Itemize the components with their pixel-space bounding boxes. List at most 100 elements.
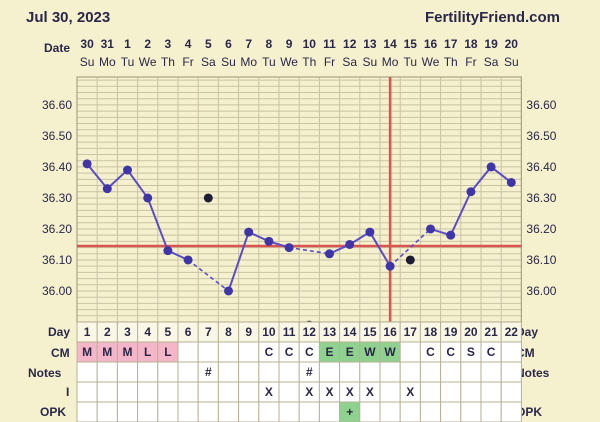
temperature-point[interactable] bbox=[385, 261, 395, 271]
temperature-gap-line bbox=[187, 259, 229, 292]
cycle-day-cell: 12 bbox=[303, 325, 317, 339]
temperature-point[interactable] bbox=[102, 184, 112, 194]
temperature-point[interactable] bbox=[486, 162, 496, 172]
weekday-label: Mo bbox=[240, 55, 257, 69]
cycle-day-cell: 9 bbox=[245, 325, 252, 339]
y-tick-label-right: 36.40 bbox=[526, 160, 556, 174]
excluded-temperature-point[interactable] bbox=[405, 255, 415, 265]
cm-cell: C bbox=[487, 345, 496, 359]
date-label: 1 bbox=[124, 37, 131, 51]
cycle-day-cell: 17 bbox=[404, 325, 418, 339]
date-label: 14 bbox=[383, 37, 397, 51]
cycle-day-cell: 1 bbox=[84, 325, 91, 339]
date-label: 3 bbox=[165, 37, 172, 51]
date-label: 31 bbox=[101, 37, 115, 51]
intercourse-cell: X bbox=[325, 385, 333, 399]
cycle-day-cell: 2 bbox=[104, 325, 111, 339]
cycle-table: Day Day CM CM Notes Notes I I OPK OPK 12… bbox=[28, 321, 550, 422]
intercourse-cell: X bbox=[366, 385, 374, 399]
temperature-line bbox=[227, 230, 290, 292]
temperature-point[interactable] bbox=[345, 239, 355, 249]
date-label: 7 bbox=[245, 37, 252, 51]
cycle-day-cell: 18 bbox=[424, 325, 438, 339]
cm-cell: M bbox=[102, 345, 112, 359]
date-label: 5 bbox=[205, 37, 212, 51]
temperature-line bbox=[329, 230, 391, 267]
cm-cell: M bbox=[82, 345, 92, 359]
temperature-axis: 36.60 36.60 36.50 36.50 36.40 36.40 36.30 36.30… bbox=[42, 98, 557, 298]
notes-cell: # bbox=[306, 365, 313, 379]
temperature-point[interactable] bbox=[163, 246, 173, 256]
temperature-point[interactable] bbox=[426, 224, 435, 234]
cm-cell: M bbox=[123, 345, 133, 359]
temperature-point[interactable] bbox=[224, 286, 233, 296]
excluded-temperature-point[interactable] bbox=[203, 193, 213, 203]
weekday-label: Su bbox=[504, 55, 519, 69]
weekday-label: Fr bbox=[182, 55, 193, 69]
temperature-point[interactable] bbox=[183, 255, 193, 265]
cycle-day-cell: 4 bbox=[144, 325, 151, 339]
date-label: 2 bbox=[144, 37, 151, 51]
date-label: 4 bbox=[185, 37, 192, 51]
opk-row-label-right: OPK bbox=[516, 405, 542, 419]
temperature-point[interactable] bbox=[143, 193, 153, 203]
temperature-point[interactable] bbox=[123, 165, 132, 175]
weekday-label: Sa bbox=[201, 55, 216, 69]
weekday-label: Tu bbox=[121, 55, 135, 69]
y-tick-label: 36.30 bbox=[42, 191, 72, 205]
site-name[interactable]: FertilityFriend.com bbox=[425, 9, 560, 26]
notes-cell: # bbox=[205, 365, 212, 379]
cycle-day-cell: 6 bbox=[185, 325, 192, 339]
weekday-label: Su bbox=[80, 55, 95, 69]
temperature-line bbox=[430, 165, 512, 237]
weekday-label: Su bbox=[221, 55, 236, 69]
date-label: 20 bbox=[505, 37, 519, 51]
temperature-point[interactable] bbox=[284, 243, 294, 253]
y-tick-label-right: 36.60 bbox=[526, 98, 556, 112]
date-header-row: 30 Su 31 Mo 1 Tu 2 We 3 Th 4 Fr 5 Sa 6 Su 7 Mo 8 Tu 9 We 10 Th 1… bbox=[80, 37, 519, 69]
date-label: 9 bbox=[286, 37, 293, 51]
cm-cell: C bbox=[285, 345, 294, 359]
temperature-point[interactable] bbox=[264, 236, 274, 246]
weekday-label: Sa bbox=[342, 55, 357, 69]
cm-row-label: CM bbox=[51, 346, 70, 360]
weekday-label: Mo bbox=[382, 55, 399, 69]
opk-cell: + bbox=[346, 405, 353, 419]
temperature-point[interactable] bbox=[446, 230, 456, 240]
temperature-point[interactable] bbox=[466, 187, 476, 197]
cm-cell: C bbox=[446, 345, 455, 359]
weekday-label: Tu bbox=[262, 55, 276, 69]
temperature-point[interactable] bbox=[506, 177, 516, 187]
day-row-label: Day bbox=[48, 325, 70, 339]
weekday-label: Th bbox=[444, 55, 458, 69]
intercourse-row-label: I bbox=[66, 385, 69, 399]
date-label: 18 bbox=[464, 37, 478, 51]
date-label: 17 bbox=[444, 37, 458, 51]
weekday-label: Su bbox=[363, 55, 378, 69]
cycle-day-cell: 10 bbox=[262, 325, 276, 339]
temperature-point[interactable] bbox=[365, 227, 375, 237]
cycle-day-cell: 8 bbox=[225, 325, 232, 339]
temperature-point[interactable] bbox=[82, 159, 92, 169]
date-label: 15 bbox=[404, 37, 418, 51]
temperature-point[interactable] bbox=[325, 249, 334, 259]
cycle-day-cell: 11 bbox=[283, 325, 296, 339]
weekday-label: Th bbox=[161, 55, 175, 69]
opk-row-label: OPK bbox=[40, 405, 66, 419]
date-row-label: Date bbox=[44, 41, 70, 55]
y-tick-label-right: 36.10 bbox=[526, 253, 556, 267]
cycle-day-cell: 15 bbox=[363, 325, 377, 339]
y-tick-label-right: 36.30 bbox=[526, 191, 556, 205]
cm-cell: W bbox=[384, 345, 396, 359]
cycle-day-cell: 16 bbox=[383, 325, 397, 339]
cycle-day-cell: 22 bbox=[505, 325, 519, 339]
intercourse-cell: X bbox=[406, 385, 414, 399]
cm-cell: E bbox=[346, 345, 354, 359]
date-label: 16 bbox=[424, 37, 438, 51]
cycle-day-cell: 13 bbox=[323, 325, 337, 339]
y-tick-label: 36.10 bbox=[42, 253, 72, 267]
temperature-point[interactable] bbox=[244, 227, 254, 237]
weekday-label: Fr bbox=[465, 55, 476, 69]
cm-cell: S bbox=[467, 345, 475, 359]
date-label: 12 bbox=[343, 37, 357, 51]
